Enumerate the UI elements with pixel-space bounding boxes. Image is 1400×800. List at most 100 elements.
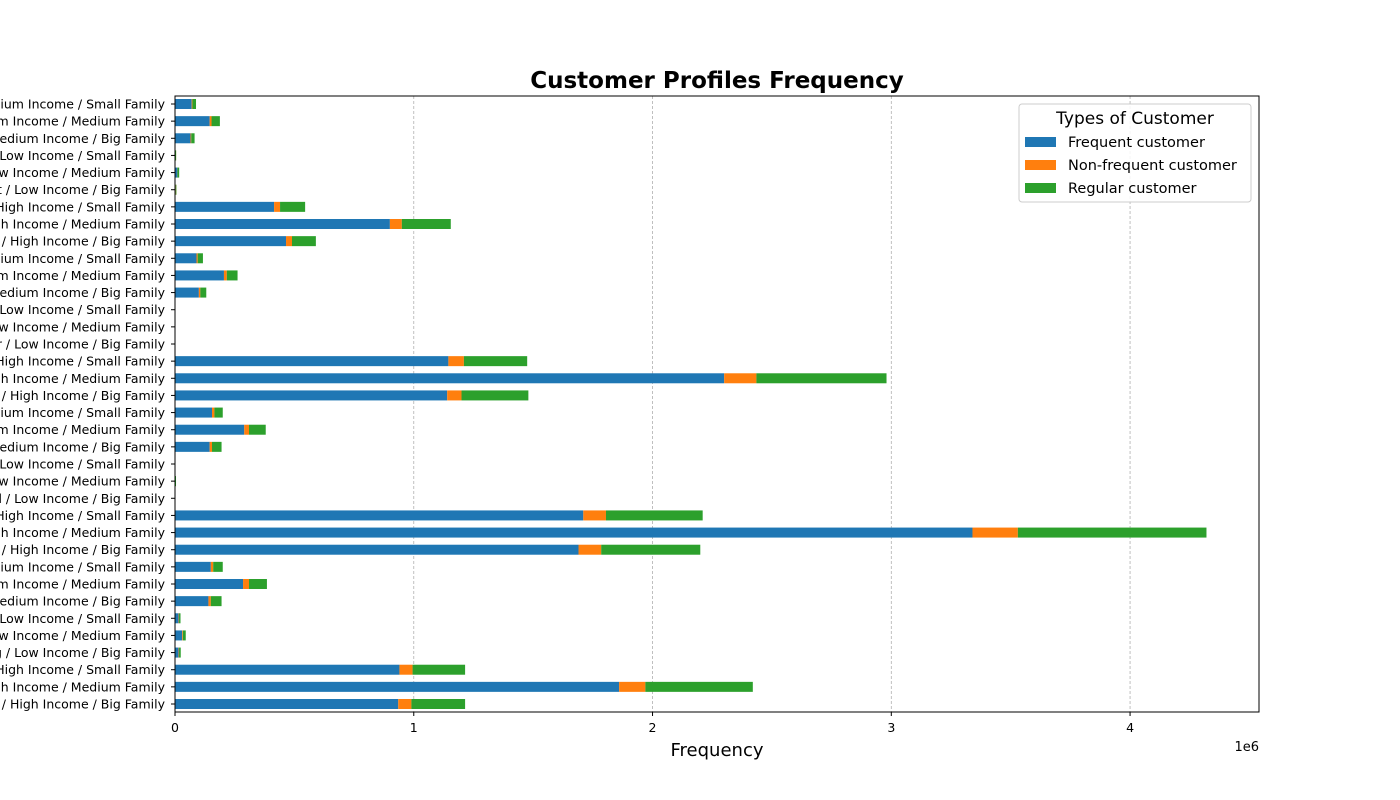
bar-segment — [578, 544, 602, 555]
x-tick-label: 2 — [649, 720, 657, 735]
bar-segment — [177, 167, 180, 178]
bar-segment — [249, 424, 266, 435]
y-axis-ticks: Young / High Income / Big Family Young / … — [0, 97, 175, 712]
bar-segment — [175, 270, 224, 281]
x-tick-label: 4 — [1126, 720, 1134, 735]
y-tick-label: Young / Low Income / Small Family — [0, 611, 166, 626]
bar-segment — [175, 253, 197, 264]
bar-segment — [209, 441, 213, 452]
y-tick-label: Senior / Medium Income / Big Family — [0, 285, 166, 300]
bar-segment — [178, 647, 180, 658]
y-tick-label: Adult / High Income / Medium Family — [0, 217, 166, 232]
bar-segment — [191, 99, 193, 109]
bar-segment — [583, 510, 606, 521]
bar-segment — [175, 527, 973, 538]
y-tick-label: Middle Aged / Low Income / Medium Family — [0, 474, 166, 489]
bar-segment — [448, 356, 464, 367]
bar-segment — [1017, 527, 1207, 538]
bar-segment — [212, 441, 222, 452]
bar-segment — [175, 150, 177, 161]
bar-segment — [175, 201, 275, 212]
y-tick-label: Middle Aged / Medium Income / Small Fami… — [0, 405, 166, 420]
y-tick-label: Adult / High Income / Small Family — [0, 199, 166, 214]
bar-segment — [280, 201, 306, 212]
bar-segment — [175, 441, 210, 452]
x-axis-offset-text: 1e6 — [1234, 740, 1259, 755]
y-tick-label: Senior / High Income / Small Family — [0, 354, 166, 369]
bar-segment — [175, 510, 584, 521]
bar-segment — [411, 699, 466, 709]
x-tick-label: 3 — [887, 720, 895, 735]
y-tick-label: Middle Aged / High Income / Small Family — [0, 508, 166, 523]
y-tick-label: Adult / Medium Income / Big Family — [0, 131, 166, 146]
y-tick-label: Senior / Low Income / Medium Family — [0, 319, 166, 334]
bar-segment — [175, 613, 179, 624]
bar-segment — [401, 219, 451, 229]
legend: Types of Customer Frequent customer Non-f… — [1018, 103, 1252, 203]
bar-segment — [208, 596, 211, 607]
y-tick-label: Senior / Medium Income / Small Family — [0, 251, 166, 266]
bar-segment — [291, 236, 316, 247]
y-tick-label: Young / Medium Income / Medium Family — [0, 577, 166, 592]
bar-segment — [192, 99, 197, 109]
bar-segment — [212, 407, 215, 418]
y-tick-label: Young / High Income / Big Family — [0, 697, 166, 712]
x-axis-label: Frequency — [671, 740, 764, 761]
bar-segment — [972, 527, 1018, 538]
bar-segment — [179, 647, 181, 658]
bar-segment — [175, 236, 287, 247]
bar-segment — [175, 699, 399, 709]
bar-segment — [286, 236, 292, 247]
bar-segment — [249, 579, 267, 589]
bar-segment — [182, 630, 186, 641]
bar-segment — [399, 664, 413, 675]
bar-segment — [175, 596, 209, 607]
legend-frame — [1018, 103, 1252, 203]
bar-segment — [210, 596, 222, 607]
bar-segment — [211, 116, 220, 127]
bar-segment — [175, 356, 449, 367]
bar-segment — [601, 544, 701, 555]
bar-segment — [244, 424, 250, 435]
bar-segment — [175, 390, 448, 401]
bar-segment — [175, 476, 177, 487]
bar-segment — [175, 681, 620, 692]
bar-segment — [226, 270, 238, 281]
y-tick-label: Young / Low Income / Medium Family — [0, 628, 166, 643]
bar-segment — [190, 133, 192, 144]
bar-segment — [412, 664, 466, 675]
y-tick-label: Adult / Low Income / Small Family — [0, 148, 166, 163]
bar-segment — [175, 99, 192, 109]
y-tick-label: Senior / Low Income / Big Family — [0, 337, 166, 352]
bar-segment — [191, 133, 195, 144]
bar-segment — [209, 116, 212, 127]
y-tick-label: Young / High Income / Medium Family — [0, 679, 166, 694]
bar-segment — [210, 561, 214, 572]
y-tick-label: Adult / Medium Income / Small Family — [0, 97, 166, 112]
bar-segment — [223, 270, 227, 281]
y-tick-label: Middle Aged / Low Income / Big Family — [0, 491, 166, 506]
y-tick-label: Senior / High Income / Big Family — [0, 388, 166, 403]
y-tick-label: Senior / Medium Income / Medium Family — [0, 268, 166, 283]
y-tick-label: Young / Medium Income / Small Family — [0, 559, 166, 574]
y-tick-label: Young / High Income / Small Family — [0, 662, 166, 677]
y-tick-label: Middle Aged / Medium Income / Medium Fam… — [0, 422, 166, 437]
chart-title: Customer Profiles Frequency — [530, 68, 904, 94]
bar-segment — [619, 681, 646, 692]
x-axis-ticks: 0 1 2 3 4 — [171, 712, 1134, 735]
bar-segment — [175, 544, 579, 555]
y-tick-label: Middle Aged / High Income / Medium Famil… — [0, 525, 166, 540]
bar-segment — [197, 253, 203, 264]
y-tick-label: Middle Aged / Medium Income / Big Family — [0, 439, 166, 454]
bar-segment — [175, 630, 183, 641]
bar-segment — [461, 390, 529, 401]
bar-segment — [645, 681, 753, 692]
bar-segment — [182, 630, 183, 641]
y-tick-label: Senior / Low Income / Small Family — [0, 302, 166, 317]
bar-segment — [605, 510, 703, 521]
bar-segment — [756, 373, 887, 384]
bar-segment — [198, 287, 201, 298]
bar-segment — [179, 613, 181, 624]
bar-segment — [175, 373, 725, 384]
